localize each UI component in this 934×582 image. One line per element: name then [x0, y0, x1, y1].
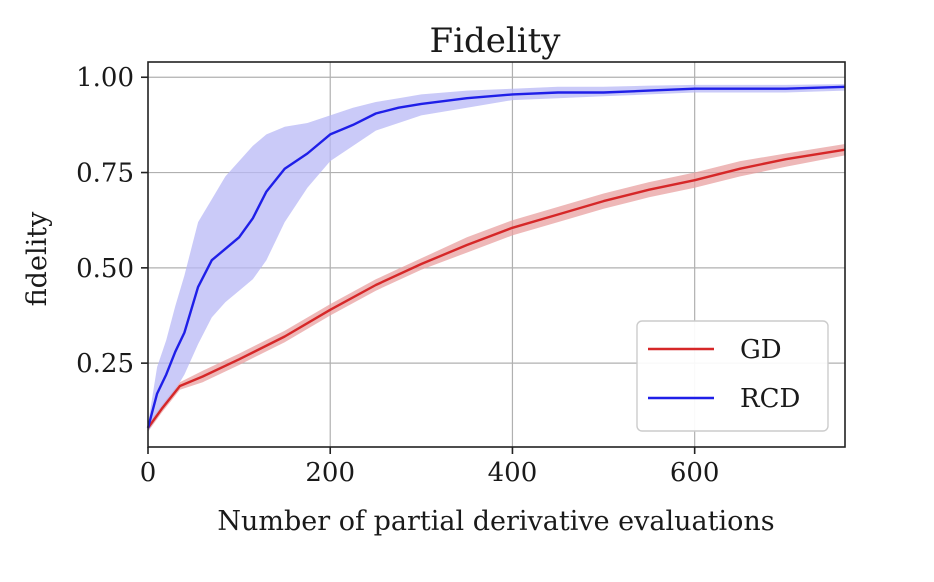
x-axis-ticks: 0 200 400 600 — [140, 447, 720, 488]
x-tick-label: 400 — [488, 458, 538, 488]
legend: GD RCD — [636, 320, 829, 432]
rcd-series-line — [146, 85, 846, 429]
y-tick-label: 0.25 — [76, 349, 134, 379]
x-tick-label: 0 — [140, 458, 157, 488]
y-tick-label: 0.75 — [76, 159, 134, 189]
y-axis-label: fidelity — [22, 211, 53, 306]
y-tick-label: 1.00 — [76, 63, 134, 93]
gd-series-line — [147, 148, 846, 429]
legend-gd-label: GD — [740, 335, 782, 365]
x-axis-label: Number of partial derivative evaluations — [217, 506, 774, 537]
series-lines — [146, 85, 846, 429]
y-axis-ticks: 0.25 0.50 0.75 1.00 — [76, 63, 148, 379]
y-tick-label: 0.50 — [76, 254, 134, 284]
plot-area-frame — [147, 61, 846, 448]
legend-box — [636, 320, 829, 432]
legend-rcd-label: RCD — [740, 384, 800, 414]
x-tick-label: 600 — [670, 458, 720, 488]
x-tick-label: 200 — [305, 458, 355, 488]
chart-title: Fidelity — [430, 21, 562, 61]
